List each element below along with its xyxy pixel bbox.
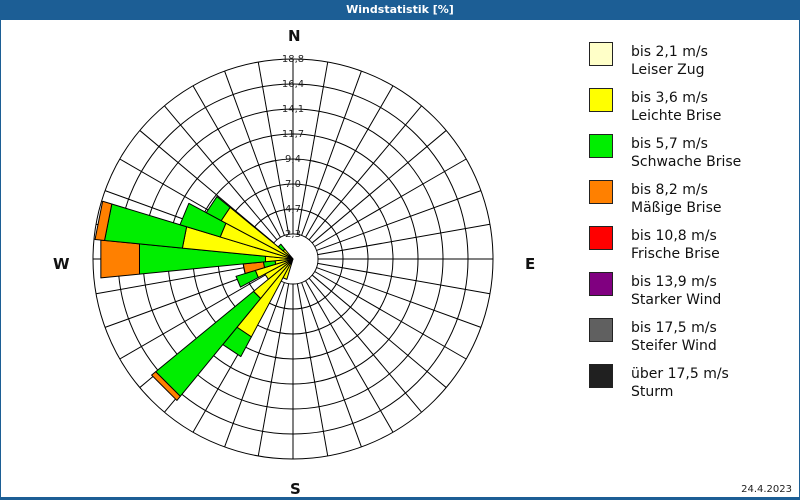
grid-spoke bbox=[192, 85, 281, 238]
legend-range: bis 17,5 m/s bbox=[631, 320, 717, 336]
grid-spoke bbox=[164, 105, 278, 241]
compass-south: S bbox=[290, 480, 301, 498]
legend-label: Steifer Wind bbox=[631, 338, 717, 354]
grid-spoke bbox=[224, 282, 285, 448]
wind-sector-segment bbox=[151, 371, 181, 401]
legend-swatch bbox=[589, 318, 613, 342]
compass-east: E bbox=[525, 255, 536, 273]
radial-tick-label: 4,7 bbox=[285, 204, 301, 215]
grid-spoke bbox=[257, 61, 290, 235]
grid-spoke bbox=[311, 130, 447, 244]
grid-spoke bbox=[308, 277, 422, 413]
grid-spoke bbox=[316, 190, 482, 251]
legend-label: Frische Brise bbox=[631, 246, 720, 262]
bottom-border bbox=[0, 497, 800, 500]
grid-spoke bbox=[95, 262, 269, 295]
wind-sector-segment bbox=[94, 200, 113, 241]
legend-label: Mäßige Brise bbox=[631, 200, 722, 216]
grid-spoke bbox=[257, 283, 290, 457]
grid-spoke bbox=[305, 280, 394, 433]
legend-swatch bbox=[589, 272, 613, 296]
grid-spoke bbox=[224, 70, 285, 236]
radial-tick-label: 11,7 bbox=[282, 129, 304, 140]
legend-range: bis 2,1 m/s bbox=[631, 44, 708, 60]
radial-tick-label: 2,3 bbox=[285, 229, 301, 240]
legend-range: bis 5,7 m/s bbox=[631, 136, 708, 152]
chart-title: Windstatistik [%] bbox=[0, 0, 800, 20]
wind-sector-segment bbox=[100, 239, 140, 279]
legend-range: bis 8,2 m/s bbox=[631, 182, 708, 198]
grid-spoke bbox=[296, 61, 329, 235]
grid-spoke bbox=[311, 274, 447, 388]
legend-range: bis 13,9 m/s bbox=[631, 274, 717, 290]
grid-spoke bbox=[139, 130, 275, 244]
legend-range: über 17,5 m/s bbox=[631, 366, 729, 382]
legend-label: Starker Wind bbox=[631, 292, 722, 308]
grid-spoke bbox=[301, 70, 362, 236]
legend-range: bis 10,8 m/s bbox=[631, 228, 717, 244]
legend-range: bis 3,6 m/s bbox=[631, 90, 708, 106]
grid-spoke bbox=[314, 158, 467, 247]
radial-tick-label: 18,8 bbox=[282, 54, 304, 65]
legend-swatch bbox=[589, 88, 613, 112]
legend-swatch bbox=[589, 226, 613, 250]
grid-spoke bbox=[305, 85, 394, 238]
radial-tick-label: 7,0 bbox=[285, 179, 301, 190]
grid-spoke bbox=[308, 105, 422, 241]
legend-label: Schwache Brise bbox=[631, 154, 742, 170]
grid-spoke bbox=[301, 282, 362, 448]
wind-sector-segment bbox=[277, 243, 286, 252]
wind-sector-segment bbox=[205, 196, 231, 222]
wind-sector-segment bbox=[104, 203, 188, 249]
grid-spoke bbox=[296, 283, 329, 457]
wind-sector-segment bbox=[179, 202, 227, 238]
legend-label: Leichte Brise bbox=[631, 108, 722, 124]
compass-west: W bbox=[53, 255, 70, 273]
radial-tick-label: 16,4 bbox=[282, 79, 304, 90]
radial-tick-label: 9,4 bbox=[285, 154, 301, 165]
date-label: 24.4.2023 bbox=[741, 484, 792, 495]
legend-swatch bbox=[589, 42, 613, 66]
legend-label: Leiser Zug bbox=[631, 62, 705, 78]
grid-spoke bbox=[314, 271, 467, 360]
compass-north: N bbox=[288, 27, 301, 45]
legend-swatch bbox=[589, 180, 613, 204]
grid-spoke bbox=[317, 262, 491, 295]
grid-spoke bbox=[316, 267, 482, 328]
grid-spoke bbox=[119, 271, 272, 360]
wind-sector-segment bbox=[235, 269, 259, 288]
grid-spoke bbox=[317, 223, 491, 256]
legend-swatch bbox=[589, 364, 613, 388]
radial-tick-label: 14,1 bbox=[282, 104, 304, 115]
legend-label: Sturm bbox=[631, 384, 674, 400]
legend-swatch bbox=[589, 134, 613, 158]
